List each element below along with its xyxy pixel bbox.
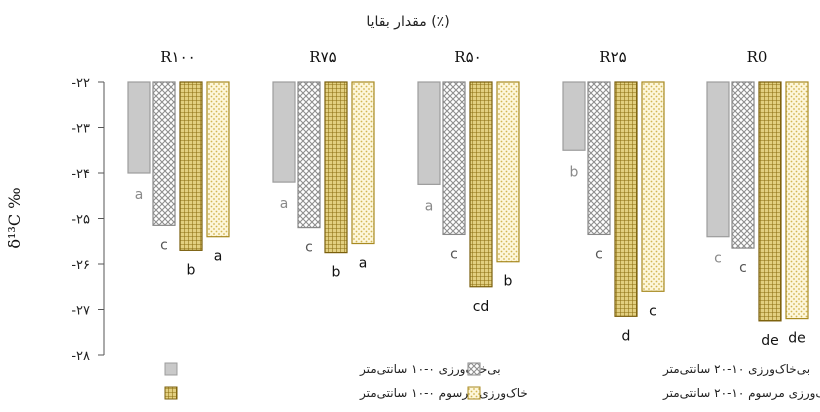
bar: [706, 81, 730, 238]
bar: [562, 81, 586, 151]
legend-item: بی‌خاک‌ورزی ۱۰-۲۰ سانتی‌متر: [467, 362, 810, 377]
significance-letter: de: [761, 333, 779, 349]
bar: [127, 81, 151, 174]
significance-letter: d: [622, 328, 631, 344]
significance-letter: cd: [473, 299, 490, 315]
bar: [785, 81, 809, 320]
legend-item: بی‌خاک‌ورزی ۰-۱۰ سانتی‌متر: [164, 362, 501, 377]
bar: [206, 81, 230, 238]
significance-letter: b: [187, 262, 196, 278]
bar: [272, 81, 296, 183]
y-tick-label: -۲۳: [71, 122, 90, 137]
bar: [496, 81, 520, 263]
y-axis-label: δ¹³C ‰: [5, 187, 24, 248]
legend-label: بی‌خاک‌ورزی ۰-۱۰ سانتی‌متر: [359, 362, 501, 377]
bar: [614, 81, 638, 317]
legend-swatch: [164, 386, 178, 400]
significance-letter: de: [788, 331, 806, 347]
significance-letter: b: [504, 274, 513, 290]
category-label: R0: [747, 48, 768, 66]
y-tick-label: -۲۸: [71, 349, 90, 364]
bar: [179, 81, 203, 251]
chart-title: مقدار بقایا (٪): [366, 14, 449, 30]
significance-letter: a: [359, 256, 368, 272]
legend-swatch: [467, 362, 481, 376]
legend-item: خاک‌ورزی مرسوم ۰-۱۰ سانتی‌متر: [164, 386, 528, 401]
legend-label: خاک‌ورزی مرسوم ۰-۱۰ سانتی‌متر: [359, 386, 528, 401]
significance-letter: c: [160, 237, 168, 253]
bar: [324, 81, 348, 254]
significance-letter: c: [450, 246, 458, 262]
legend-item: خاک‌ورزی مرسوم ۱۰-۲۰ سانتی‌متر: [467, 386, 820, 401]
bar: [641, 81, 665, 292]
bar: [731, 81, 755, 249]
y-tick-label: -۲۲: [71, 76, 90, 91]
legend-label: خاک‌ورزی مرسوم ۱۰-۲۰ سانتی‌متر: [662, 386, 820, 401]
y-tick-label: -۲۴: [71, 167, 90, 182]
bar: [351, 81, 375, 245]
significance-letter: b: [570, 164, 579, 180]
bar: [758, 81, 782, 322]
bar: [297, 81, 321, 229]
y-tick-label: -۲۶: [71, 258, 90, 273]
legend-label: بی‌خاک‌ورزی ۱۰-۲۰ سانتی‌متر: [662, 362, 810, 377]
y-tick-label: -۲۷: [71, 304, 90, 319]
significance-letter: c: [305, 240, 313, 256]
significance-letter: a: [214, 249, 223, 265]
bar: [469, 81, 493, 288]
legend-swatch: [164, 362, 178, 376]
significance-letter: c: [595, 246, 603, 262]
significance-letter: a: [425, 198, 434, 214]
significance-letter: c: [714, 251, 722, 267]
bars: [127, 81, 809, 322]
legend-swatch: [467, 386, 481, 400]
category-label: R۷۵: [309, 48, 336, 66]
bar: [442, 81, 466, 236]
bar: [587, 81, 611, 236]
bar: [152, 81, 176, 226]
category-labels: R۱۰۰ R۷۵ R۵۰ R۲۵ R0: [160, 48, 767, 66]
significance-letter: c: [739, 260, 747, 276]
significance-letter: c: [649, 303, 657, 319]
bar: [417, 81, 441, 185]
significance-letter: a: [280, 196, 289, 212]
category-label: R۱۰۰: [160, 48, 195, 66]
category-label: R۲۵: [599, 48, 626, 66]
y-tick-label: -۲۵: [71, 213, 90, 228]
legend: بی‌خاک‌ورزی ۰-۱۰ سانتی‌متر بی‌خاک‌ورزی ۱۰…: [164, 362, 820, 401]
significance-letter: a: [135, 187, 144, 203]
category-label: R۵۰: [454, 48, 481, 66]
significance-letter: b: [332, 265, 341, 281]
y-axis-ticks: -۲۲ -۲۳ -۲۴ -۲۵ -۲۶ -۲۷ -۲۸: [71, 76, 104, 364]
